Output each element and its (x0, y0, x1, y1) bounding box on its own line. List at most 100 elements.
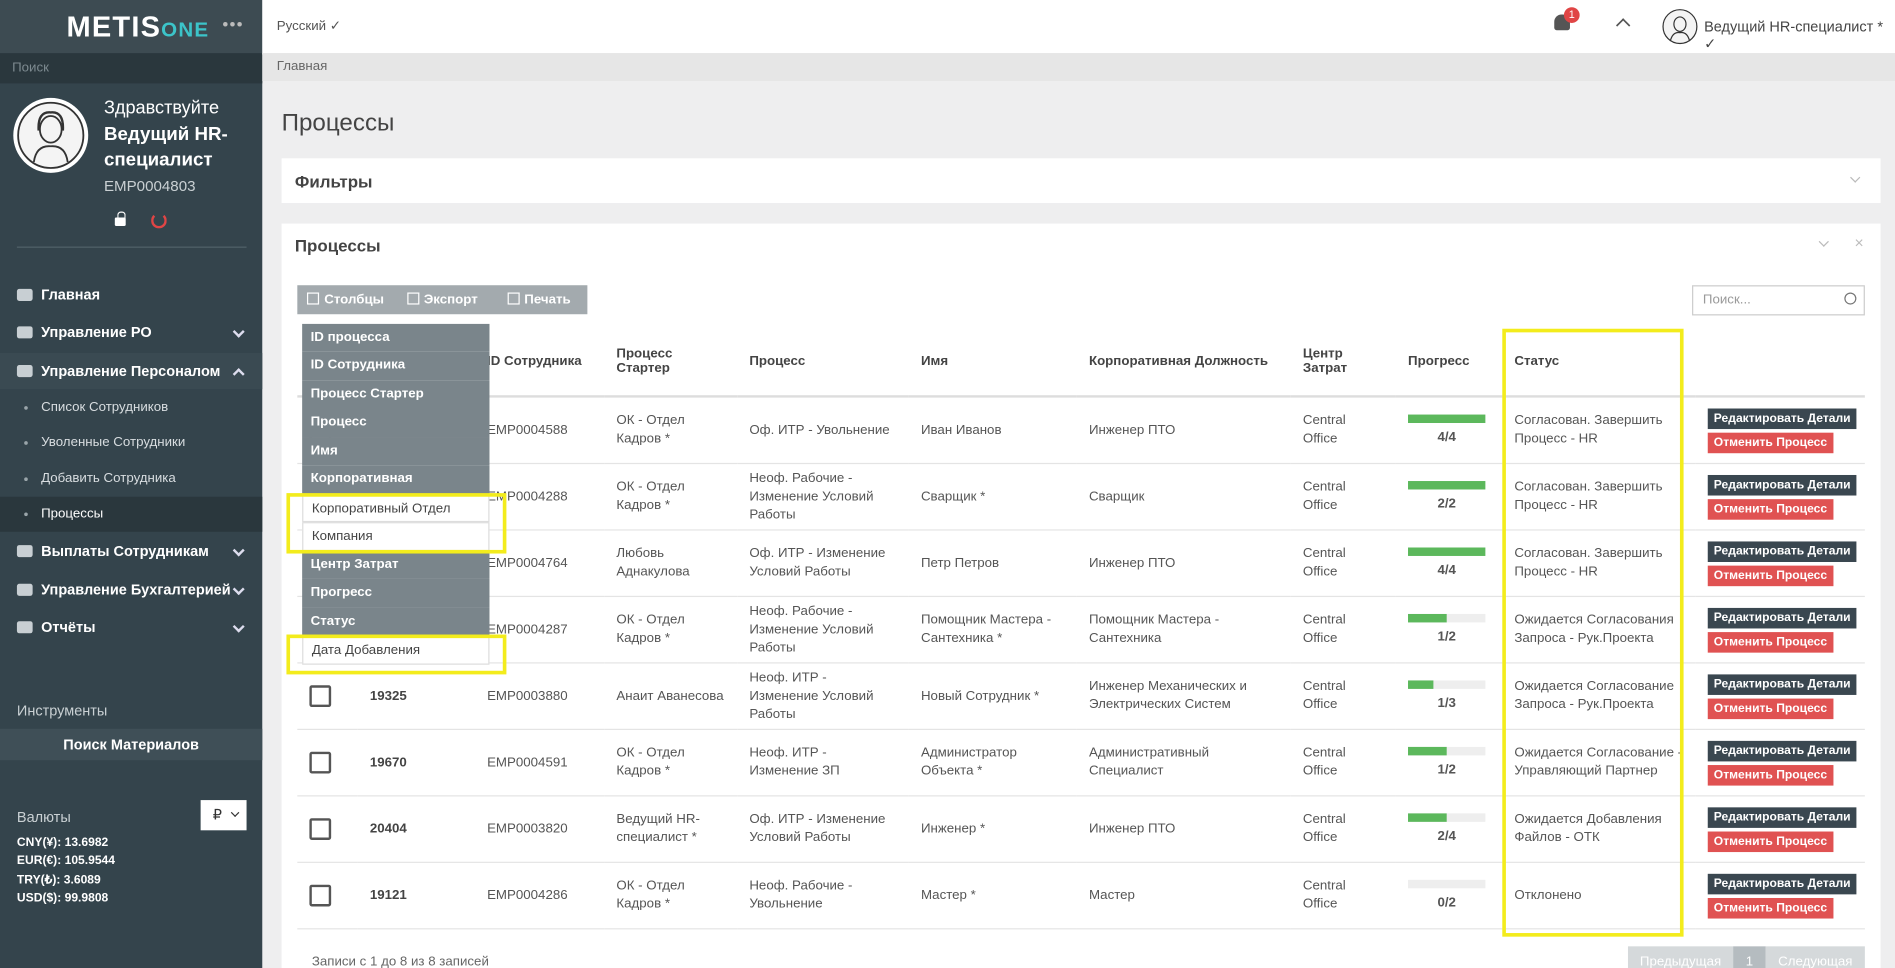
cell-process: Оф. ИТР - Изменение Условий Работы (737, 529, 909, 598)
language-select[interactable]: Русский ✓ (276, 19, 341, 34)
menu-item[interactable]: Выплаты Сотрудникам (0, 533, 262, 569)
pagination-button[interactable]: Предыдущая (1627, 946, 1734, 968)
header-cell[interactable]: Прогресс (1395, 327, 1503, 398)
pagination-button[interactable]: Следующая (1765, 946, 1865, 968)
checkbox[interactable] (309, 884, 332, 907)
fullscreen-icon[interactable] (1615, 18, 1631, 33)
actions: Редактировать Детали Отменить Процесс (1695, 463, 1865, 531)
table-row: EMP0004588 ОК - Отдел Кадров * Оф. ИТР - У… (297, 396, 1865, 465)
bullet (24, 406, 28, 410)
column-option[interactable]: Корпоративная Должность (302, 465, 490, 514)
menu-label: Выплаты Сотрудникам (41, 542, 209, 560)
column-option[interactable]: ID процесса (302, 323, 490, 352)
cell-employee: EMP0004591 (474, 729, 605, 797)
column-option[interactable]: Статус (302, 607, 490, 636)
tools-button[interactable]: Поиск Материалов (0, 728, 263, 761)
progress-label: 4/4 (1437, 562, 1456, 578)
page-title: Процессы (281, 109, 395, 137)
progress-bar (1408, 613, 1447, 622)
cancel-button[interactable]: Отменить Процесс (1707, 764, 1834, 785)
edit-button[interactable]: Редактировать Детали (1707, 740, 1857, 761)
cell-position: Административный Специалист (1076, 729, 1291, 797)
edit-button[interactable]: Редактировать Детали (1707, 540, 1857, 562)
power-icon[interactable] (151, 212, 167, 229)
column-option[interactable]: Имя (302, 436, 490, 466)
submenu-item[interactable]: Добавить Сотрудника (0, 462, 262, 497)
submenu-item[interactable]: Список Сотрудников (0, 390, 262, 425)
status: Ожидается Согласование Запроса - Рук.Про… (1502, 662, 1696, 730)
checkbox[interactable] (309, 751, 332, 774)
header-cell[interactable]: Центр Затрат (1290, 327, 1396, 398)
collapse-icon[interactable] (1818, 236, 1829, 247)
cancel-button[interactable]: Отменить Процесс (1707, 432, 1834, 453)
lock-icon[interactable] (114, 217, 126, 227)
processes-table: ID Сотрудника Процесс Стартер Процесс Имя Ко… (297, 327, 1865, 930)
submenu-label: Уволенные Сотрудники (41, 435, 186, 450)
table-search[interactable]: Поиск... (1692, 285, 1865, 316)
submenu-item[interactable]: Процессы (0, 496, 263, 532)
column-option[interactable]: Корпоративный Отдел (302, 493, 490, 523)
cancel-button[interactable]: Отменить Процесс (1707, 697, 1834, 719)
edit-button[interactable]: Редактировать Детали (1707, 806, 1857, 828)
header-cell[interactable]: Процесс (737, 327, 909, 398)
cell-center: Central Office (1290, 463, 1396, 531)
menu-icon (16, 288, 33, 301)
close-icon[interactable]: × (1854, 233, 1864, 252)
edit-button[interactable]: Редактировать Детали (1707, 474, 1857, 495)
pagination-button[interactable]: 1 (1733, 946, 1766, 968)
cancel-button[interactable]: Отменить Процесс (1707, 897, 1834, 918)
header-cell[interactable]: Имя (908, 327, 1077, 398)
menu-item[interactable]: Главная (0, 277, 262, 313)
cell-center: Central Office (1290, 396, 1396, 465)
submenu-item[interactable]: Уволенные Сотрудники (0, 425, 262, 460)
column-option[interactable]: Центр Затрат (302, 550, 490, 579)
edit-button[interactable]: Редактировать Детали (1707, 873, 1857, 894)
sidebar-search[interactable]: Поиск (0, 53, 263, 84)
column-option[interactable]: ID Сотрудника (302, 351, 490, 381)
edit-button[interactable]: Редактировать Детали (1707, 607, 1857, 628)
cell-position: Инженер Механических и Электрических Сис… (1076, 662, 1291, 730)
menu-label: Управление РО (41, 323, 152, 341)
currency-select[interactable]: ₽ (200, 800, 247, 831)
column-option[interactable]: Процесс (302, 408, 490, 437)
menu-item[interactable]: Отчёты (0, 609, 262, 645)
cancel-button[interactable]: Отменить Процесс (1707, 498, 1834, 520)
toolbar-button[interactable]: Печать (491, 285, 588, 314)
toolbar-button[interactable]: Экспорт (394, 285, 491, 314)
menu-label: Управление Бухгалтерией (41, 581, 231, 599)
header-cell[interactable]: Корпоративная Должность (1076, 327, 1291, 398)
cancel-button[interactable]: Отменить Процесс (1707, 565, 1834, 586)
header-cell[interactable]: Статус (1502, 327, 1696, 398)
sidebar: METISONE ••• Поиск Здравствуйте Ведущий … (0, 0, 263, 968)
cell-process: Оф. ИТР - Изменение Условий Работы (737, 795, 909, 863)
cell-center: Central Office (1290, 729, 1396, 797)
column-option[interactable]: Прогресс (302, 578, 490, 608)
lock-shackle (117, 211, 126, 219)
edit-button[interactable]: Редактировать Детали (1707, 673, 1857, 695)
header-cell[interactable]: Процесс Стартер (604, 327, 738, 398)
menu-item[interactable]: Управление Бухгалтерией (0, 572, 262, 608)
filters-panel[interactable]: Фильтры (281, 158, 1881, 204)
menu-item[interactable]: Управление РО (0, 314, 262, 350)
user-avatar[interactable] (1662, 8, 1698, 45)
header-cell[interactable]: ID Сотрудника (474, 327, 605, 398)
cancel-button[interactable]: Отменить Процесс (1707, 631, 1834, 653)
actions: Редактировать Детали Отменить Процесс (1695, 729, 1865, 797)
checkbox[interactable] (309, 818, 332, 840)
toolbar-button[interactable]: Столбцы (297, 285, 394, 314)
greeting: Здравствуйте (103, 97, 220, 119)
toolbar: Столбцы Экспорт Печать (297, 285, 588, 315)
progress-label: 1/3 (1437, 695, 1456, 711)
menu-dots[interactable]: ••• (222, 14, 244, 34)
cell-name: Сварщик * (908, 463, 1077, 531)
column-option[interactable]: Процесс Стартер (302, 380, 490, 409)
header-cell (1695, 327, 1865, 398)
menu-icon (16, 583, 33, 596)
menu-item[interactable]: Управление Персоналом (0, 352, 263, 390)
user-menu[interactable]: Ведущий HR-специалист * ✓ (1704, 18, 1883, 52)
checkbox[interactable] (309, 685, 332, 708)
cancel-button[interactable]: Отменить Процесс (1707, 830, 1834, 852)
breadcrumb[interactable]: Главная (276, 59, 328, 74)
edit-button[interactable]: Редактировать Детали (1707, 407, 1857, 429)
panel-title: Процессы (294, 235, 381, 256)
